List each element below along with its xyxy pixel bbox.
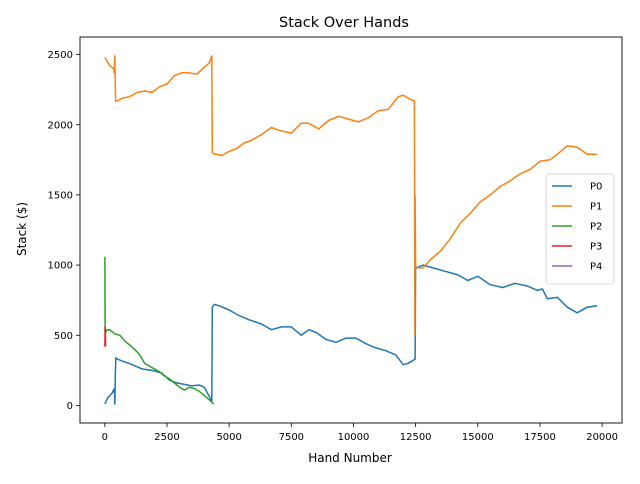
series-line-p3 (104, 326, 107, 347)
x-tick-label: 7500 (279, 432, 304, 443)
legend-label-p1: P1 (590, 202, 602, 213)
y-tick-label: 1500 (48, 191, 73, 202)
y-tick-label: 2500 (48, 50, 73, 61)
series-line-p0 (104, 264, 598, 405)
y-tick-label: 2000 (48, 120, 73, 131)
plot-frame (79, 36, 623, 424)
series-line-p1 (104, 55, 598, 337)
x-axis: 0 2500 5000 7500 10000 12500 15000 17500 20000 (102, 423, 618, 443)
legend-label-p3: P3 (590, 242, 602, 253)
legend: P0 P1 P2 P3 P4 (545, 173, 615, 285)
x-tick-label: 15000 (462, 432, 494, 443)
y-tick-label: 1000 (48, 261, 73, 272)
x-tick-label: 10000 (338, 432, 370, 443)
series-layer (104, 55, 598, 405)
legend-box (545, 173, 615, 285)
y-axis-label: Stack ($) (15, 202, 29, 256)
y-tick-label: 500 (54, 331, 73, 342)
legend-label-p2: P2 (590, 222, 602, 233)
x-tick-label: 5000 (216, 432, 241, 443)
x-tick-label: 0 (102, 432, 108, 443)
legend-label-p4: P4 (590, 262, 602, 273)
x-axis-label: Hand Number (308, 451, 392, 465)
x-tick-label: 2500 (154, 432, 179, 443)
series-line-p2 (104, 256, 215, 405)
chart-title: Stack Over Hands (279, 15, 409, 31)
legend-label-p0: P0 (590, 182, 602, 193)
x-tick-label: 17500 (524, 432, 556, 443)
y-axis: 0 500 1000 1500 2000 2500 (48, 50, 80, 412)
x-tick-label: 12500 (400, 432, 432, 443)
y-tick-label: 0 (67, 401, 73, 412)
x-tick-label: 20000 (586, 432, 618, 443)
